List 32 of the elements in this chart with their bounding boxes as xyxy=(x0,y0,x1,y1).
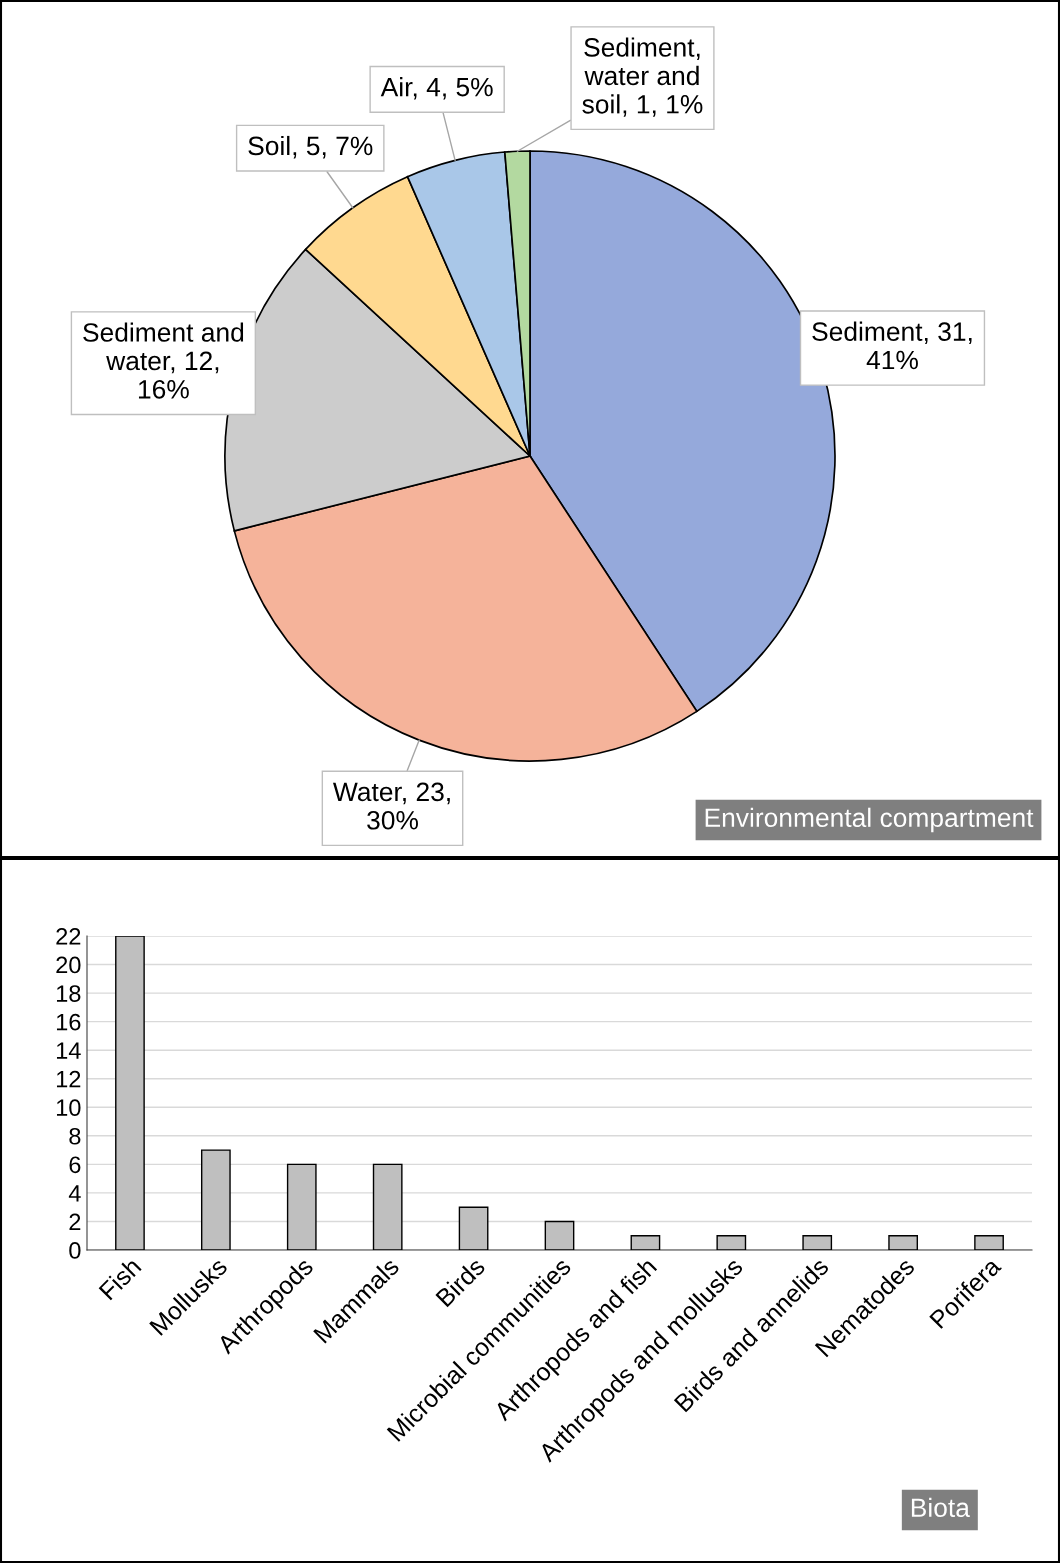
text: Environmental compartment xyxy=(705,807,1034,833)
slice-label: Sediment, water and soil, 1, 1% xyxy=(582,37,703,117)
y-tick-label: 22 xyxy=(56,928,81,945)
bar xyxy=(802,1235,833,1250)
bar xyxy=(974,1235,1004,1250)
bar xyxy=(200,1149,231,1250)
bar xyxy=(630,1235,661,1250)
bar xyxy=(458,1206,489,1250)
y-tick-label: 2 xyxy=(69,1213,81,1231)
y-tick-label: 16 xyxy=(56,1013,81,1031)
y-tick-label: 4 xyxy=(68,1185,81,1202)
bar xyxy=(372,1163,403,1250)
y-tick-label: 6 xyxy=(69,1156,81,1174)
slice-label: Sediment and water, 12, 16% xyxy=(83,322,244,399)
y-tick-label: 0 xyxy=(69,1242,81,1259)
slice-label: Soil, 5, 7% xyxy=(248,135,373,159)
y-tick-label: 18 xyxy=(56,985,81,1002)
y-tick-label: 12 xyxy=(56,1070,81,1088)
slice-label: Air, 4, 5% xyxy=(380,77,493,100)
y-tick-label: 10 xyxy=(56,1099,81,1117)
text: Biota xyxy=(911,1497,970,1518)
y-tick-label: 14 xyxy=(56,1042,81,1059)
bar xyxy=(544,1220,575,1250)
y-tick-label: 8 xyxy=(69,1127,81,1145)
x-tick-label: Fish xyxy=(98,1256,142,1301)
slice-label: Water, 23, 30% xyxy=(333,782,450,830)
bar xyxy=(888,1235,919,1250)
bar xyxy=(286,1163,317,1250)
y-tick-label: 20 xyxy=(56,956,81,974)
bar xyxy=(115,936,145,1250)
bar xyxy=(716,1235,747,1250)
slice-label: Sediment, 31, 41% xyxy=(812,321,972,370)
